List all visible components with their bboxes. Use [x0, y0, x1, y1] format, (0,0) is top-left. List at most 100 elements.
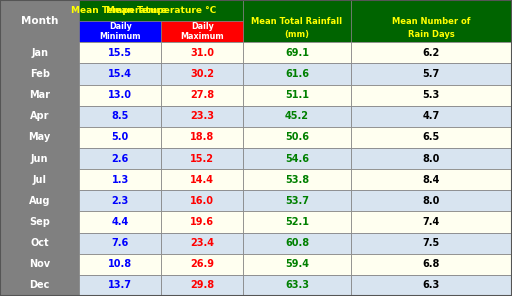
Bar — [79, 275, 161, 296]
Bar — [351, 233, 512, 254]
Text: 7.6: 7.6 — [112, 238, 129, 248]
Bar — [243, 106, 351, 127]
Bar — [161, 148, 243, 169]
Bar — [0, 169, 79, 190]
Bar — [79, 211, 161, 233]
Text: 18.8: 18.8 — [190, 132, 215, 142]
Text: 5.7: 5.7 — [423, 69, 440, 79]
Bar — [79, 169, 161, 190]
Bar — [0, 190, 79, 211]
Text: Month: Month — [21, 16, 58, 26]
Text: Dec: Dec — [30, 280, 50, 290]
Text: 53.7: 53.7 — [285, 196, 309, 206]
Text: Jun: Jun — [31, 154, 49, 164]
Bar — [161, 190, 243, 211]
Bar — [351, 42, 512, 63]
Text: 61.6: 61.6 — [285, 69, 309, 79]
Text: 5.0: 5.0 — [112, 132, 129, 142]
Text: 8.4: 8.4 — [423, 175, 440, 185]
Bar — [79, 85, 161, 106]
Text: 13.0: 13.0 — [109, 90, 132, 100]
Text: Mean Total Rainfall: Mean Total Rainfall — [251, 17, 343, 26]
Bar — [0, 211, 79, 233]
Text: Mar: Mar — [29, 90, 50, 100]
Bar — [79, 63, 161, 85]
Text: Mean Temperature: Mean Temperature — [71, 6, 170, 15]
Text: 8.5: 8.5 — [112, 111, 129, 121]
Text: 51.1: 51.1 — [285, 90, 309, 100]
Text: 8.0: 8.0 — [423, 154, 440, 164]
Text: 52.1: 52.1 — [285, 217, 309, 227]
Bar — [243, 0, 351, 42]
Bar — [79, 148, 161, 169]
Text: 31.0: 31.0 — [190, 48, 214, 58]
Bar — [351, 169, 512, 190]
Bar — [0, 106, 79, 127]
Text: Jul: Jul — [33, 175, 47, 185]
Bar — [79, 233, 161, 254]
Text: 14.4: 14.4 — [190, 175, 214, 185]
Text: 15.5: 15.5 — [109, 48, 132, 58]
Text: 15.4: 15.4 — [109, 69, 132, 79]
Bar — [351, 85, 512, 106]
Text: 69.1: 69.1 — [285, 48, 309, 58]
Bar — [0, 127, 79, 148]
Text: Aug: Aug — [29, 196, 50, 206]
Bar — [351, 148, 512, 169]
Bar — [79, 106, 161, 127]
Bar — [161, 254, 243, 275]
Text: 7.4: 7.4 — [423, 217, 440, 227]
Bar — [79, 190, 161, 211]
Text: Nov: Nov — [29, 259, 50, 269]
Text: 26.9: 26.9 — [190, 259, 214, 269]
Bar — [0, 254, 79, 275]
Text: 2.6: 2.6 — [112, 154, 129, 164]
Text: 8.0: 8.0 — [423, 196, 440, 206]
Text: 54.6: 54.6 — [285, 154, 309, 164]
Text: 63.3: 63.3 — [285, 280, 309, 290]
Bar — [161, 233, 243, 254]
Bar — [79, 0, 243, 21]
Bar — [351, 0, 512, 42]
Bar — [0, 0, 79, 42]
Text: Sep: Sep — [29, 217, 50, 227]
Bar — [0, 63, 79, 85]
Text: 6.3: 6.3 — [423, 280, 440, 290]
Bar — [79, 21, 161, 42]
Bar — [243, 211, 351, 233]
Text: 2.3: 2.3 — [112, 196, 129, 206]
Text: 13.7: 13.7 — [109, 280, 132, 290]
Bar — [161, 85, 243, 106]
Text: 45.2: 45.2 — [285, 111, 309, 121]
Text: 60.8: 60.8 — [285, 238, 309, 248]
Bar — [351, 254, 512, 275]
Text: Oct: Oct — [30, 238, 49, 248]
Text: Feb: Feb — [30, 69, 50, 79]
Text: May: May — [29, 132, 51, 142]
Bar — [351, 211, 512, 233]
Bar — [243, 63, 351, 85]
Bar — [161, 275, 243, 296]
Text: 16.0: 16.0 — [190, 196, 214, 206]
Text: 10.8: 10.8 — [108, 259, 133, 269]
Bar — [243, 275, 351, 296]
Bar — [79, 254, 161, 275]
Bar — [351, 63, 512, 85]
Bar — [0, 42, 79, 63]
Text: 23.4: 23.4 — [190, 238, 214, 248]
Text: Mean Temperature °C: Mean Temperature °C — [106, 6, 217, 15]
Text: 6.8: 6.8 — [423, 259, 440, 269]
Text: 29.8: 29.8 — [190, 280, 215, 290]
Text: 5.3: 5.3 — [423, 90, 440, 100]
Bar — [0, 85, 79, 106]
Bar — [351, 190, 512, 211]
Bar — [0, 275, 79, 296]
Text: (mm): (mm) — [285, 30, 309, 39]
Bar — [161, 21, 243, 42]
Bar — [0, 233, 79, 254]
Bar — [161, 106, 243, 127]
Bar — [161, 211, 243, 233]
Text: 23.3: 23.3 — [190, 111, 214, 121]
Text: 15.2: 15.2 — [190, 154, 214, 164]
Text: 53.8: 53.8 — [285, 175, 309, 185]
